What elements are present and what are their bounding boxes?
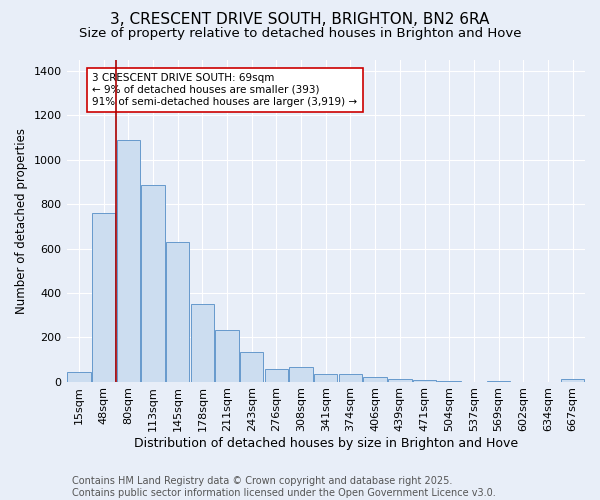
Bar bbox=[116, 140, 140, 382]
Text: 3 CRESCENT DRIVE SOUTH: 69sqm
← 9% of detached houses are smaller (393)
91% of s: 3 CRESCENT DRIVE SOUTH: 69sqm ← 9% of de… bbox=[92, 74, 358, 106]
Bar bbox=[265, 368, 288, 382]
Text: 3, CRESCENT DRIVE SOUTH, BRIGHTON, BN2 6RA: 3, CRESCENT DRIVE SOUTH, BRIGHTON, BN2 6… bbox=[110, 12, 490, 28]
Bar bbox=[561, 380, 584, 382]
Text: Contains HM Land Registry data © Crown copyright and database right 2025.
Contai: Contains HM Land Registry data © Crown c… bbox=[72, 476, 496, 498]
Bar bbox=[141, 186, 164, 382]
Bar bbox=[289, 366, 313, 382]
X-axis label: Distribution of detached houses by size in Brighton and Hove: Distribution of detached houses by size … bbox=[134, 437, 518, 450]
Bar bbox=[364, 377, 387, 382]
Bar bbox=[437, 381, 461, 382]
Bar bbox=[191, 304, 214, 382]
Y-axis label: Number of detached properties: Number of detached properties bbox=[15, 128, 28, 314]
Bar bbox=[215, 330, 239, 382]
Bar bbox=[166, 242, 190, 382]
Bar bbox=[388, 380, 412, 382]
Bar bbox=[92, 213, 115, 382]
Bar bbox=[67, 372, 91, 382]
Bar bbox=[339, 374, 362, 382]
Bar bbox=[240, 352, 263, 382]
Text: Size of property relative to detached houses in Brighton and Hove: Size of property relative to detached ho… bbox=[79, 28, 521, 40]
Bar bbox=[413, 380, 436, 382]
Bar bbox=[314, 374, 337, 382]
